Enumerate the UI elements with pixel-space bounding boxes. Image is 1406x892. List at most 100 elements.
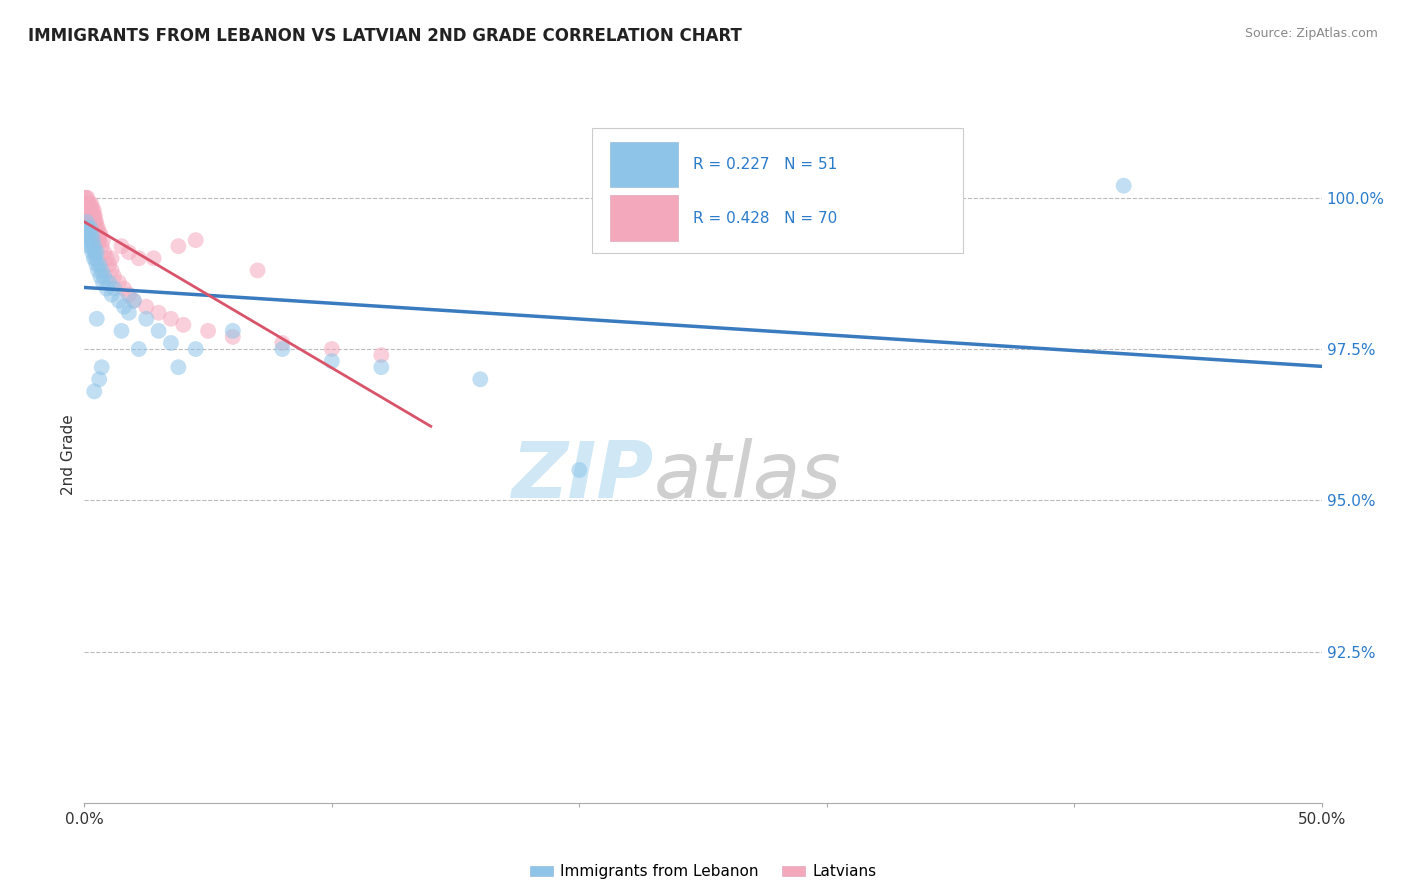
Point: [100, 263, 122, 277]
Point: [128, 252, 150, 266]
Point: [91, 276, 114, 290]
Point: [83, 239, 105, 253]
Point: [118, 245, 141, 260]
Point: [222, 324, 245, 338]
Point: [89, 227, 111, 241]
Point: [100, 287, 122, 301]
Point: [79, 202, 101, 217]
Point: [79, 209, 101, 223]
Point: [142, 252, 165, 266]
Point: [86, 221, 108, 235]
Text: atlas: atlas: [654, 438, 841, 514]
Point: [110, 324, 132, 338]
Point: [89, 227, 111, 241]
Point: [87, 221, 110, 235]
Point: [103, 281, 125, 295]
Point: [246, 263, 269, 277]
Text: R = 0.428   N = 70: R = 0.428 N = 70: [693, 211, 838, 226]
Point: [77, 221, 100, 235]
Point: [184, 342, 207, 356]
Point: [79, 209, 101, 223]
Point: [110, 239, 132, 253]
Point: [86, 227, 108, 241]
Point: [118, 306, 141, 320]
Point: [79, 227, 101, 241]
Point: [108, 293, 131, 308]
Point: [90, 239, 112, 253]
Point: [82, 215, 104, 229]
Point: [77, 202, 100, 217]
Point: [86, 311, 108, 326]
Point: [82, 202, 104, 217]
Point: [122, 293, 145, 308]
Point: [91, 233, 114, 247]
Point: [82, 215, 104, 229]
Point: [75, 221, 97, 235]
Point: [167, 239, 190, 253]
Point: [118, 287, 141, 301]
Point: [112, 300, 135, 314]
FancyBboxPatch shape: [610, 195, 678, 241]
Point: [93, 245, 115, 260]
Point: [197, 324, 219, 338]
Point: [76, 233, 98, 247]
Point: [77, 202, 100, 217]
Point: [80, 227, 103, 241]
Point: [128, 342, 150, 356]
Point: [83, 215, 105, 229]
Point: [82, 233, 104, 247]
Point: [80, 202, 103, 217]
Point: [77, 239, 100, 253]
Point: [321, 354, 343, 368]
Point: [93, 269, 115, 284]
Point: [83, 202, 105, 217]
Point: [79, 233, 101, 247]
Point: [80, 239, 103, 253]
Point: [83, 384, 105, 399]
Point: [160, 336, 183, 351]
Point: [96, 281, 118, 295]
Point: [83, 221, 105, 235]
Point: [87, 263, 110, 277]
Point: [84, 257, 107, 271]
Point: [470, 372, 492, 386]
Text: ZIP: ZIP: [512, 438, 654, 514]
Point: [80, 215, 103, 229]
Point: [160, 311, 183, 326]
Point: [82, 245, 104, 260]
Point: [86, 245, 108, 260]
Point: [321, 342, 343, 356]
Point: [122, 293, 145, 308]
Point: [89, 257, 111, 271]
Text: Source: ZipAtlas.com: Source: ZipAtlas.com: [1244, 27, 1378, 40]
Point: [80, 197, 103, 211]
Point: [79, 197, 101, 211]
FancyBboxPatch shape: [610, 142, 678, 187]
Point: [271, 342, 294, 356]
Point: [172, 318, 194, 332]
Point: [84, 252, 107, 266]
Point: [75, 197, 97, 211]
Point: [89, 233, 111, 247]
Point: [103, 269, 125, 284]
Point: [76, 197, 98, 211]
Point: [83, 245, 105, 260]
Point: [100, 252, 122, 266]
Point: [76, 191, 98, 205]
Point: [83, 209, 105, 223]
Point: [77, 197, 100, 211]
Point: [90, 263, 112, 277]
Legend: Immigrants from Lebanon, Latvians: Immigrants from Lebanon, Latvians: [523, 858, 883, 886]
Point: [82, 209, 104, 223]
Point: [167, 360, 190, 375]
Point: [84, 221, 107, 235]
Point: [1112, 178, 1135, 193]
Point: [148, 324, 170, 338]
Point: [84, 215, 107, 229]
Point: [83, 209, 105, 223]
Point: [89, 372, 111, 386]
Point: [84, 209, 107, 223]
Point: [568, 463, 591, 477]
Point: [83, 252, 105, 266]
Point: [96, 252, 118, 266]
